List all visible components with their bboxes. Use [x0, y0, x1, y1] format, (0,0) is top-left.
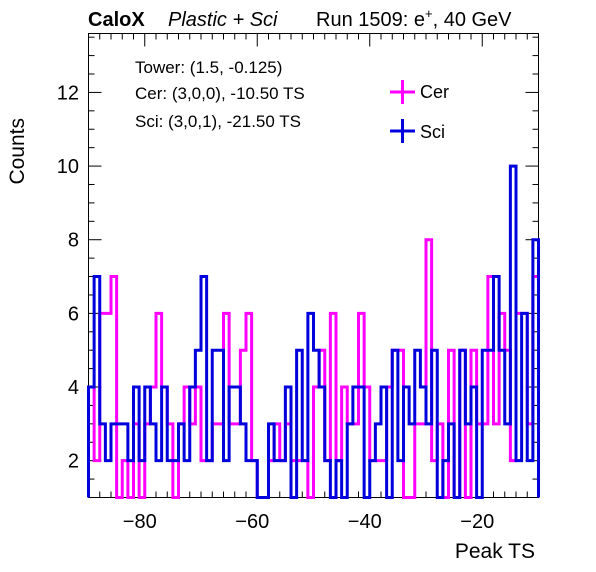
- info-line-cer: Cer: (3,0,0), -10.50 TS: [135, 84, 305, 103]
- run-label: Run 1509: e+, 40 GeV: [316, 6, 512, 31]
- info-line-sci: Sci: (3,0,1), -21.50 TS: [135, 112, 301, 131]
- run-text: Run 1509: e: [316, 9, 425, 31]
- series-sci-histogram: [87, 164, 540, 499]
- y-tick-label: 8: [68, 230, 79, 252]
- series-cer-histogram: [87, 238, 540, 499]
- y-tick-label: 4: [68, 377, 79, 399]
- experiment-label: CaloX: [88, 9, 145, 31]
- x-axis-title: Peak TS: [455, 540, 535, 563]
- x-tick-label: −60: [235, 511, 269, 533]
- y-tick-label: 6: [68, 303, 79, 325]
- legend-label-sci: Sci: [420, 122, 445, 142]
- legend-label-cer: Cer: [420, 82, 449, 102]
- info-box: Tower: (1.5, -0.125) Cer: (3,0,0), -10.5…: [135, 58, 305, 131]
- legend-marker-sci: [390, 119, 415, 143]
- y-tick-label: 2: [68, 451, 79, 473]
- legend-marker-cer: [390, 80, 415, 104]
- x-tick-label: −40: [348, 511, 382, 533]
- x-tick-label: −20: [460, 511, 494, 533]
- energy-text: , 40 GeV: [433, 9, 513, 31]
- y-axis-title: Counts: [6, 118, 29, 185]
- config-label: Plastic + Sci: [168, 9, 278, 31]
- x-tick-label: −80: [123, 511, 157, 533]
- histogram-series: [87, 164, 540, 499]
- run-superscript: +: [425, 6, 433, 21]
- y-tick-label: 10: [57, 156, 79, 178]
- legend: Cer Sci: [390, 80, 449, 143]
- y-tick-label: 12: [57, 82, 79, 104]
- axis-tick-labels: −80 −60 −40 −20 2 4 6 8 10 12: [57, 82, 494, 533]
- info-line-tower: Tower: (1.5, -0.125): [135, 58, 282, 77]
